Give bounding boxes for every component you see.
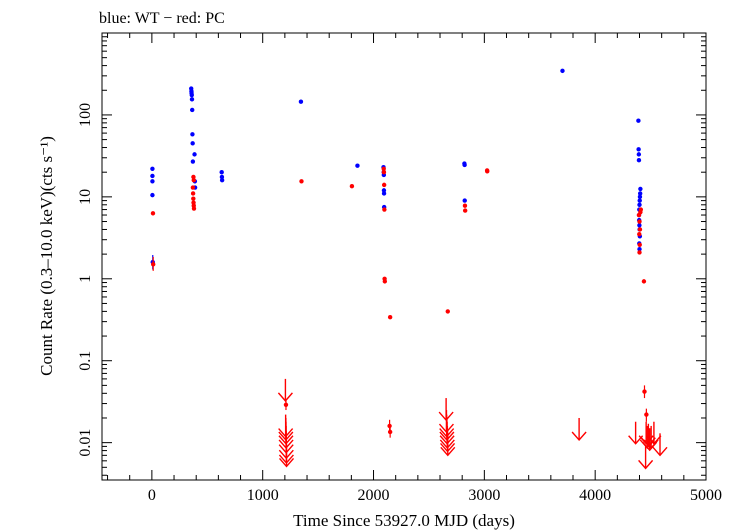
data-point <box>637 246 642 252</box>
upper-limit-arrowhead <box>278 458 295 468</box>
data-point <box>381 166 386 172</box>
data-point <box>381 182 387 188</box>
y-tick-label: 100 <box>77 103 94 127</box>
data-point <box>150 166 155 172</box>
upper-limit-arrowhead <box>628 435 644 445</box>
data-point <box>644 412 649 417</box>
data-point <box>560 68 565 74</box>
data-point <box>382 207 387 212</box>
data-point <box>637 191 643 196</box>
y-tick-label: 0.01 <box>77 429 94 457</box>
data-point <box>190 159 196 164</box>
data-point <box>637 242 642 247</box>
data-point <box>462 203 468 208</box>
data-point <box>387 429 393 435</box>
data-point <box>190 185 196 190</box>
axis-ticks <box>102 33 707 480</box>
upper-limit-arrowhead <box>646 435 662 445</box>
data-point <box>191 196 196 201</box>
upper-limit-arrowhead <box>277 392 293 402</box>
data-point <box>636 147 641 152</box>
x-tick-label: 3000 <box>468 487 500 504</box>
data-point <box>485 169 490 174</box>
plot-frame <box>101 32 707 481</box>
upper-limit-arrowhead <box>440 446 456 457</box>
data-point <box>190 141 195 146</box>
data-point <box>191 206 197 211</box>
data-point <box>637 227 643 232</box>
data-point <box>381 191 387 196</box>
data-point <box>637 223 642 228</box>
y-tick-labels: 0.01 0.1 1 10 100 <box>77 103 94 457</box>
data-point <box>192 152 197 157</box>
data-point <box>638 207 644 212</box>
data-point <box>219 169 224 175</box>
data-point <box>150 211 156 216</box>
x-tick-label: 5000 <box>690 487 722 504</box>
data-point <box>190 132 195 137</box>
data-point <box>382 279 388 284</box>
data-point <box>641 279 647 284</box>
data-point <box>381 188 387 193</box>
y-tick-label: 10 <box>77 189 94 205</box>
data-point <box>445 309 450 314</box>
upper-limit-arrowhead <box>652 446 668 457</box>
y-tick-label: 0.1 <box>77 351 94 371</box>
data-marks <box>150 68 668 470</box>
data-point <box>638 186 643 192</box>
data-point <box>349 183 355 189</box>
data-point <box>637 219 642 224</box>
x-axis-label: Time Since 53927.0 MJD (days) <box>293 511 515 530</box>
x-tick-label: 4000 <box>579 487 611 504</box>
data-point <box>637 232 642 237</box>
data-point <box>191 177 196 183</box>
data-point <box>189 97 195 102</box>
data-point <box>299 179 304 184</box>
data-point <box>219 174 225 180</box>
data-point <box>637 250 642 255</box>
data-point <box>355 163 360 168</box>
data-point <box>462 162 467 168</box>
data-point <box>636 158 642 163</box>
series-pc <box>150 166 649 438</box>
chart-title: blue: WT − red: PC <box>99 10 225 27</box>
data-point <box>190 191 196 196</box>
data-point <box>189 92 194 98</box>
data-point <box>387 314 393 320</box>
data-point <box>381 169 387 175</box>
y-tick-label: 1 <box>77 275 94 283</box>
upper-limit-arrowhead <box>638 459 654 470</box>
data-point <box>150 179 155 184</box>
data-point <box>462 208 468 213</box>
data-point <box>151 262 156 267</box>
data-point <box>191 174 196 180</box>
data-point <box>387 423 392 429</box>
data-point <box>190 107 195 113</box>
upper-limit-arrowhead <box>571 431 587 442</box>
series-pc-upper-limits <box>277 378 668 470</box>
y-axis-label: Count Rate (0.3–10.0 keV)(cts s⁻¹) <box>37 136 56 376</box>
data-point <box>637 198 642 203</box>
data-point <box>150 173 155 179</box>
data-point <box>637 194 643 200</box>
data-point <box>642 389 647 394</box>
x-tick-labels: 0 1000 2000 3000 4000 5000 <box>148 487 722 504</box>
data-point <box>462 198 467 203</box>
x-tick-label: 2000 <box>358 487 390 504</box>
data-point <box>637 202 642 207</box>
x-tick-label: 1000 <box>247 487 279 504</box>
x-tick-label: 0 <box>148 487 156 504</box>
series-wt <box>150 68 643 270</box>
data-point <box>298 99 304 104</box>
data-point <box>150 192 155 198</box>
data-point <box>219 177 225 183</box>
data-point <box>283 402 289 407</box>
data-point <box>636 118 641 123</box>
data-point <box>636 152 642 157</box>
